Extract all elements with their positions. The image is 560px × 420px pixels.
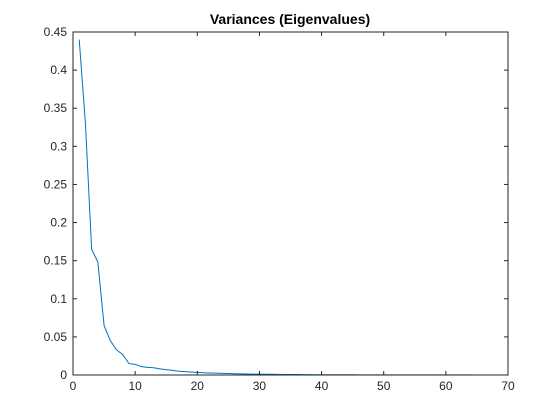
x-axis-ticks: 0 10 20 30 40 50 60 70 <box>70 32 515 393</box>
plot-area <box>73 32 508 375</box>
y-tick-label: 0.4 <box>50 63 67 77</box>
y-tick-label: 0.35 <box>44 101 68 115</box>
y-tick-label: 0.45 <box>44 25 68 39</box>
y-tick-label: 0.2 <box>50 216 67 230</box>
x-tick-label: 20 <box>191 379 205 393</box>
y-tick-label: 0.05 <box>44 330 68 344</box>
x-tick-label: 60 <box>439 379 453 393</box>
x-tick-label: 10 <box>128 379 142 393</box>
x-tick-label: 40 <box>315 379 329 393</box>
axes-box <box>72 31 509 376</box>
y-axis-ticks: 0 0.05 0.1 0.15 0.2 0.25 0.3 0.35 0.4 0.45 <box>44 25 508 382</box>
y-tick-label: 0.25 <box>44 177 68 191</box>
y-tick-label: 0.1 <box>50 292 67 306</box>
x-tick-label: 0 <box>70 379 77 393</box>
y-tick-label: 0.15 <box>44 254 68 268</box>
x-tick-label: 50 <box>377 379 391 393</box>
x-tick-label: 30 <box>253 379 267 393</box>
y-tick-label: 0.3 <box>50 139 67 153</box>
chart-title: Variances (Eigenvalues) <box>210 11 370 27</box>
x-tick-label: 70 <box>501 379 515 393</box>
y-tick-label: 0 <box>60 368 67 382</box>
